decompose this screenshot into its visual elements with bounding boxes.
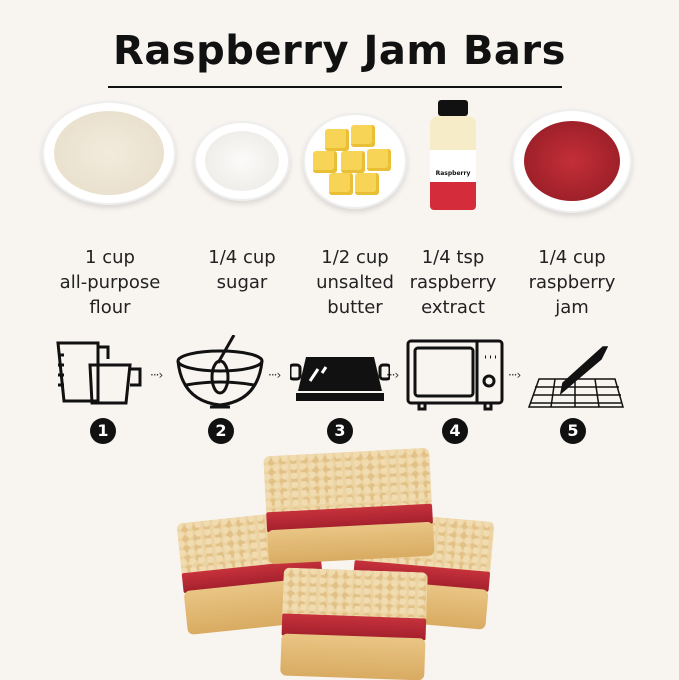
jam-bar — [263, 447, 435, 567]
ingredient-amount: 1/4 cup — [208, 247, 276, 268]
ingredient-amount: 1 cup — [85, 247, 135, 268]
jam-bowl-image — [512, 109, 632, 213]
ingredient-name: butter — [327, 297, 383, 318]
page-title: Raspberry Jam Bars — [113, 28, 566, 74]
step-number-2: 2 — [208, 418, 234, 444]
mixing-bowl-whisk-icon — [176, 335, 264, 409]
ingredient-name: unsalted — [316, 272, 394, 293]
sugar-bowl-image — [194, 121, 290, 201]
step-number-1: 1 — [90, 418, 116, 444]
jam-bar — [280, 567, 428, 680]
extract-bottle-image: Raspberry — [428, 100, 478, 210]
step-arrow: ···› — [268, 368, 281, 382]
step-number-5: 5 — [560, 418, 586, 444]
oven-icon — [406, 339, 504, 411]
ingredient-name: sugar — [216, 272, 268, 293]
ingredient-name: extract — [421, 297, 485, 318]
butter-bowl-image — [303, 113, 407, 209]
baking-pan-icon — [290, 357, 390, 401]
ingredient-name: flour — [89, 297, 131, 318]
ingredient-amount: 1/4 tsp — [421, 247, 485, 268]
ingredient-name: all-purpose — [59, 272, 161, 293]
ingredient-amount: 1/4 cup — [538, 247, 606, 268]
step-number-4: 4 — [442, 418, 468, 444]
flour-bowl-image — [42, 101, 176, 205]
ingredient-name: raspberry — [528, 272, 616, 293]
ingredient-name: raspberry — [409, 272, 497, 293]
title-underline — [108, 86, 562, 88]
measuring-cups-icon — [56, 341, 142, 405]
jam-bars-photo — [170, 447, 510, 680]
step-arrow: ···› — [386, 368, 399, 382]
knife-cooling-rack-icon — [527, 346, 624, 408]
step-arrow: ···› — [150, 368, 163, 382]
bottle-label: Raspberry — [435, 170, 471, 177]
step-arrow: ···› — [508, 368, 521, 382]
ingredient-name: jam — [555, 297, 589, 318]
step-number-3: 3 — [327, 418, 353, 444]
ingredient-amount: 1/2 cup — [321, 247, 389, 268]
